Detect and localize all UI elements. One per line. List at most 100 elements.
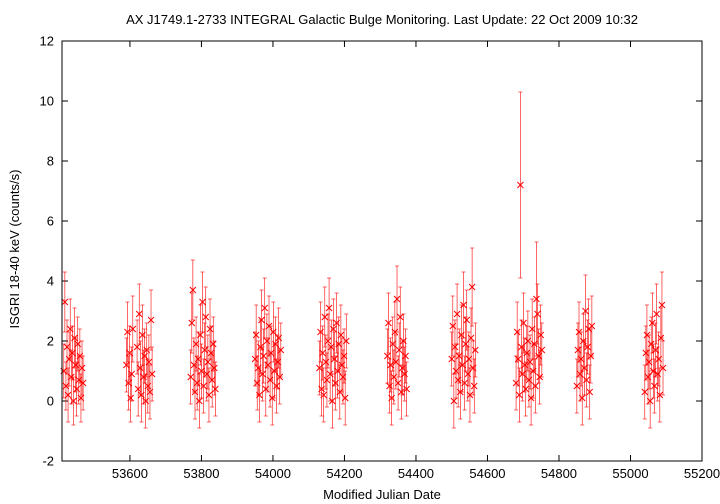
x-marker <box>582 307 589 315</box>
y-tick-label: 2 <box>47 334 54 349</box>
data-point <box>61 271 69 333</box>
x-marker <box>319 349 327 357</box>
x-marker <box>397 388 405 396</box>
data-point <box>79 355 87 411</box>
x-marker <box>583 376 590 384</box>
data-point <box>646 373 654 429</box>
data-point <box>384 328 391 384</box>
data-point <box>586 364 594 420</box>
x-marker <box>210 364 218 372</box>
data-point <box>651 358 658 414</box>
x-marker <box>257 343 264 351</box>
x-marker <box>641 388 649 396</box>
x-marker <box>205 391 213 399</box>
x-marker <box>403 385 411 393</box>
data-point <box>584 319 591 375</box>
x-tick-label: 55200 <box>684 466 720 481</box>
data-point <box>469 340 477 396</box>
x-marker <box>522 385 530 393</box>
x-marker <box>320 391 328 399</box>
data-point <box>463 289 471 351</box>
x-marker <box>206 325 214 333</box>
data-point <box>532 358 539 414</box>
data-point <box>147 289 155 351</box>
data-point <box>341 370 349 426</box>
x-marker <box>659 364 667 372</box>
data-point <box>321 286 329 348</box>
x-marker <box>261 304 269 312</box>
x-marker <box>658 301 666 309</box>
x-axis-label: Modified Julian Date <box>323 487 441 502</box>
x-tick-label: 55000 <box>612 466 648 481</box>
x-marker <box>643 331 651 339</box>
x-marker <box>189 286 197 294</box>
data-point <box>205 367 213 423</box>
y-tick-label: 8 <box>47 154 54 169</box>
x-marker <box>514 355 522 363</box>
data-point <box>385 292 392 354</box>
x-marker <box>67 373 75 381</box>
x-marker <box>651 382 658 390</box>
x-marker <box>187 373 195 381</box>
x-tick-label: 54000 <box>255 466 291 481</box>
y-axis-label: ISGRI 18-40 keV (counts/s) <box>7 170 22 329</box>
data-point <box>323 352 331 408</box>
x-marker <box>451 343 459 351</box>
axis-ticks: 53600 53800 54000 54200 54400 54600 54800 55000… <box>40 34 720 482</box>
x-marker <box>656 391 664 399</box>
data-point <box>200 358 207 414</box>
x-marker <box>252 331 260 339</box>
data-point <box>583 352 590 408</box>
x-marker <box>273 382 280 390</box>
data-point <box>337 304 345 366</box>
x-tick-label: 54600 <box>469 466 505 481</box>
x-marker <box>573 382 581 390</box>
data-point <box>517 91 524 279</box>
x-marker <box>648 319 656 327</box>
data-point <box>658 271 666 339</box>
data-point <box>197 304 204 366</box>
data-point <box>527 370 535 426</box>
data-point <box>204 334 212 390</box>
data-point <box>277 322 285 378</box>
x-marker <box>463 316 471 324</box>
data-point <box>273 358 280 414</box>
x-marker <box>200 382 207 390</box>
x-marker <box>328 397 336 405</box>
x-tick-label: 54200 <box>326 466 362 481</box>
x-marker <box>195 397 203 405</box>
data-point <box>394 355 402 411</box>
x-marker <box>197 331 204 339</box>
data-point <box>573 358 581 414</box>
data-point <box>129 295 137 363</box>
x-marker <box>202 313 210 321</box>
x-marker <box>588 322 596 330</box>
data-point <box>148 346 156 402</box>
x-marker <box>471 346 479 354</box>
x-marker <box>277 346 285 354</box>
data-point <box>461 355 468 411</box>
x-marker <box>537 331 545 339</box>
x-marker <box>448 355 456 363</box>
x-marker <box>385 319 392 327</box>
x-marker <box>145 358 153 366</box>
x-marker <box>341 394 349 402</box>
data-point <box>262 361 270 417</box>
x-marker <box>460 301 467 309</box>
x-marker <box>212 385 219 393</box>
x-marker <box>79 379 87 387</box>
data-point <box>209 316 217 372</box>
x-tick-label: 53800 <box>183 466 219 481</box>
x-marker <box>520 319 527 327</box>
data-point <box>212 361 219 417</box>
x-marker <box>526 358 534 366</box>
data-point <box>534 283 541 345</box>
x-marker <box>135 310 143 318</box>
x-marker <box>586 388 594 396</box>
data-point <box>206 298 214 360</box>
x-marker <box>532 382 539 390</box>
chart-title: AX J1749.1-2733 INTEGRAL Galactic Bulge … <box>126 12 638 27</box>
x-marker <box>523 349 531 357</box>
data-point <box>471 322 479 378</box>
data-point <box>533 241 540 357</box>
